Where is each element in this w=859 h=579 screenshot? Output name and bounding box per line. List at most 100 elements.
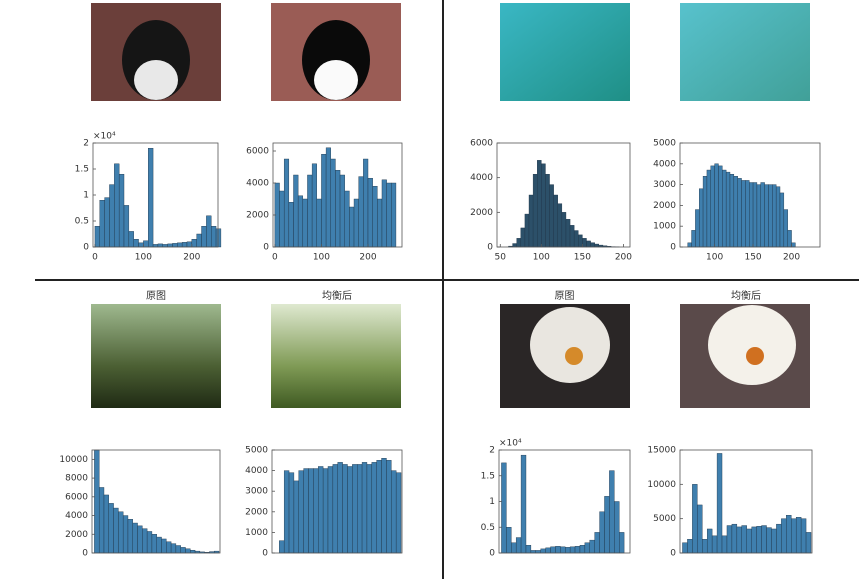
bar	[138, 242, 144, 248]
bar	[524, 213, 530, 248]
bar	[537, 160, 542, 248]
bar	[702, 176, 708, 248]
bar	[337, 462, 343, 554]
bar	[94, 449, 100, 554]
y-tick-label: 6000	[65, 492, 88, 502]
bar	[756, 184, 761, 248]
bar	[687, 242, 692, 248]
image-cat-original	[91, 3, 221, 101]
x-tick-label: 100	[706, 253, 723, 263]
bar	[142, 528, 148, 554]
bar	[781, 518, 787, 554]
bar	[594, 243, 600, 248]
bar	[279, 190, 285, 248]
bar	[308, 468, 314, 554]
bar	[721, 535, 728, 554]
bar	[584, 542, 590, 554]
y-tick-label: 0.5	[481, 523, 495, 533]
bar	[516, 238, 522, 248]
bar	[342, 464, 348, 554]
bar	[760, 182, 765, 248]
bar	[288, 201, 294, 248]
bar	[313, 468, 319, 554]
bar	[545, 547, 551, 554]
bar	[353, 198, 359, 248]
bar	[776, 523, 782, 554]
image-sea-equalized	[680, 3, 810, 101]
bar	[756, 526, 762, 554]
bar	[511, 542, 517, 554]
y-tick-label: 1000	[245, 528, 268, 538]
bar	[167, 243, 173, 248]
x-tick-label: 200	[183, 253, 200, 263]
bar	[515, 537, 522, 554]
bar	[118, 173, 125, 248]
bar	[764, 184, 769, 248]
bar	[103, 494, 109, 554]
bar	[795, 517, 802, 554]
bar	[196, 233, 202, 248]
bar	[181, 242, 188, 248]
image-sea-original	[500, 3, 630, 101]
bar	[180, 547, 186, 554]
y-tick-label: 5000	[653, 139, 676, 149]
bar	[335, 169, 341, 248]
bar	[752, 182, 758, 248]
bar	[386, 182, 392, 248]
bar	[381, 458, 387, 554]
bar	[619, 532, 625, 554]
bar	[327, 466, 334, 554]
y-tick-label: 0	[670, 549, 676, 559]
y-tick-label: 1.5	[481, 471, 495, 481]
bar	[108, 503, 114, 554]
bar	[279, 540, 285, 554]
bar	[787, 230, 792, 248]
bar	[741, 180, 746, 248]
y-tick-label: 6000	[246, 147, 269, 157]
y-tick-label: 3000	[245, 487, 268, 497]
y-tick-label: 2000	[245, 507, 268, 517]
bar	[316, 198, 322, 248]
bar	[766, 527, 772, 554]
bar	[395, 472, 402, 554]
bar	[109, 184, 115, 248]
bar	[170, 543, 177, 554]
bar	[772, 184, 777, 248]
y-tick-label: 2000	[246, 211, 269, 221]
y-tick-label: 0	[82, 549, 88, 559]
bar	[805, 532, 812, 554]
bar	[682, 542, 688, 554]
bar	[347, 466, 353, 554]
y-tick-label: 2000	[65, 530, 88, 540]
image-orchid-equalized	[680, 304, 810, 408]
bar	[599, 511, 605, 554]
bar	[186, 241, 193, 248]
bar	[127, 519, 133, 554]
bar	[565, 219, 571, 248]
bar	[377, 198, 383, 248]
image-title: 均衡后	[322, 290, 352, 302]
x-tick-label: 0	[92, 253, 98, 263]
bar	[321, 153, 327, 248]
y-tick-label: 1	[83, 191, 89, 201]
bar	[137, 525, 143, 554]
bar	[512, 243, 517, 248]
x-tick-label: 150	[744, 253, 761, 263]
bar	[293, 480, 299, 554]
bar	[206, 215, 212, 248]
bar	[288, 472, 295, 554]
bar	[391, 470, 397, 554]
bar	[711, 535, 718, 554]
y-tick-label: 15000	[647, 446, 676, 456]
y-tick-label: 10000	[647, 480, 676, 490]
y-tick-label: 4000	[245, 466, 268, 476]
bar	[361, 462, 368, 554]
bar	[371, 462, 377, 554]
axes-box	[271, 449, 403, 554]
y-tick-label: 0	[83, 243, 89, 253]
bar	[609, 470, 615, 554]
image-orchid-original	[500, 304, 630, 408]
y-tick-label: 0	[670, 243, 676, 253]
y-tick-label: 0.5	[75, 217, 89, 227]
bar	[579, 545, 586, 554]
